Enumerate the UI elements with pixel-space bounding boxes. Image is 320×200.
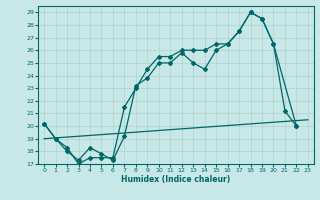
X-axis label: Humidex (Indice chaleur): Humidex (Indice chaleur) (121, 175, 231, 184)
